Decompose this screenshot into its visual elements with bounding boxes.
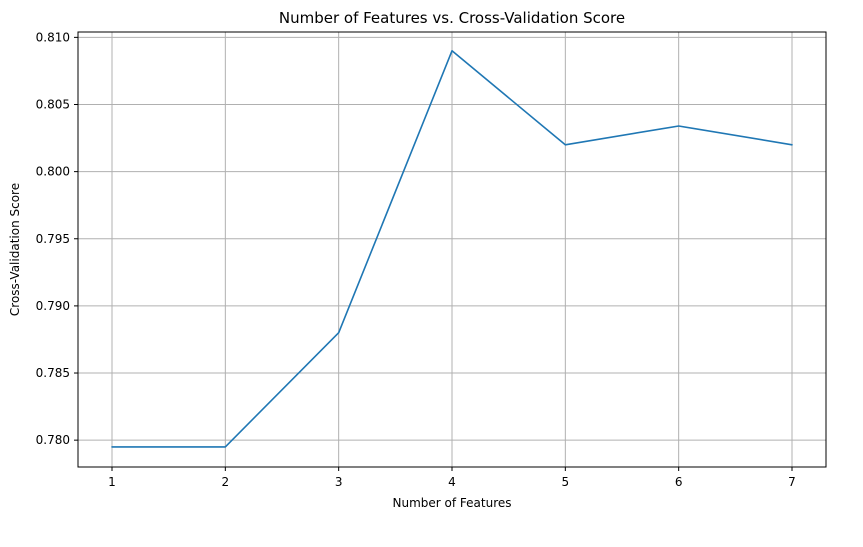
y-tick-label: 0.810 xyxy=(36,30,70,44)
y-tick-label: 0.780 xyxy=(36,433,70,447)
y-tick-label: 0.790 xyxy=(36,299,70,313)
grid xyxy=(78,32,826,467)
x-axis-ticks: 1 2 3 4 5 6 7 xyxy=(108,467,796,489)
y-axis-ticks: 0.780 0.785 0.790 0.795 0.800 0.805 0.810 xyxy=(36,30,78,447)
x-tick-label: 7 xyxy=(788,475,796,489)
series-layer xyxy=(111,49,793,448)
chart-title: Number of Features vs. Cross-Validation … xyxy=(279,9,625,27)
x-tick-label: 3 xyxy=(335,475,343,489)
y-tick-label: 0.785 xyxy=(36,366,70,380)
y-tick-label: 0.800 xyxy=(36,165,70,179)
x-tick-label: 2 xyxy=(222,475,230,489)
y-tick-label: 0.805 xyxy=(36,98,70,112)
x-tick-label: 4 xyxy=(448,475,456,489)
x-tick-label: 5 xyxy=(562,475,570,489)
x-tick-label: 6 xyxy=(675,475,683,489)
x-axis-label: Number of Features xyxy=(393,496,512,510)
y-axis-label: Cross-Validation Score xyxy=(8,183,22,316)
y-tick-label: 0.795 xyxy=(36,232,70,246)
x-tick-label: 1 xyxy=(108,475,116,489)
